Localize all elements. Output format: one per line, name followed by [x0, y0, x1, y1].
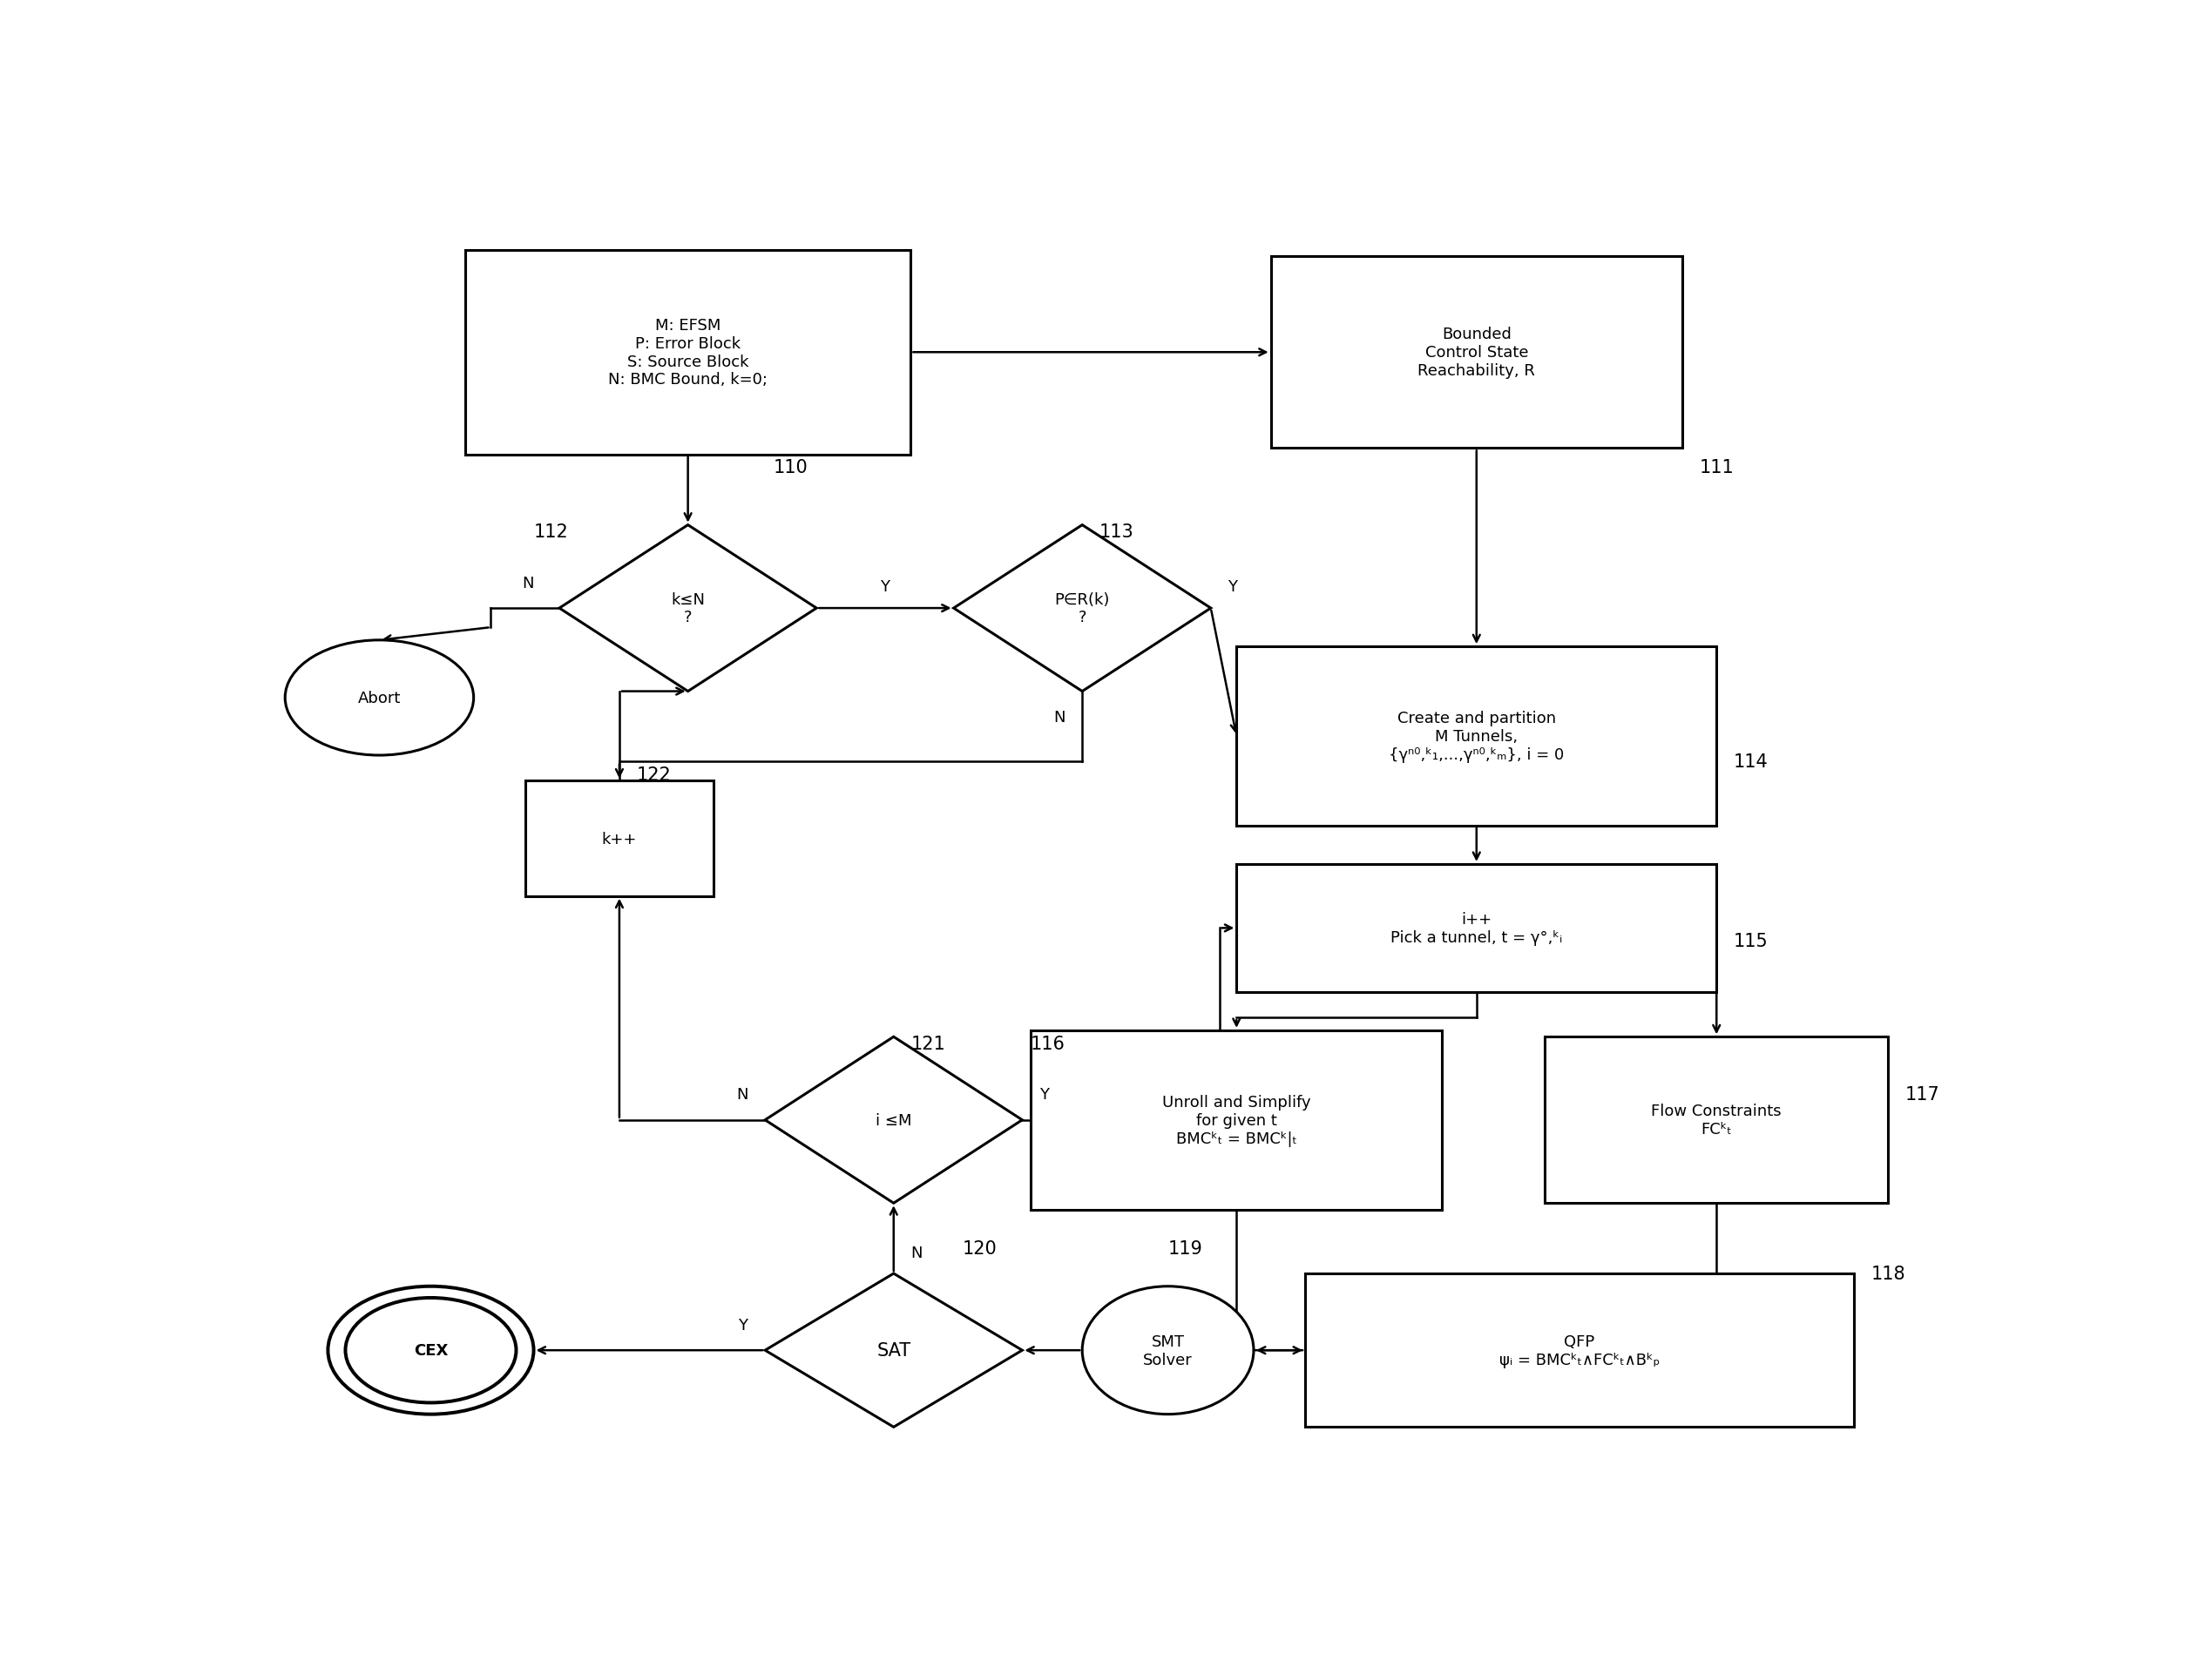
Polygon shape: [560, 525, 816, 691]
Text: Bounded
Control State
Reachability, R: Bounded Control State Reachability, R: [1418, 327, 1535, 379]
Text: CEX: CEX: [414, 1342, 449, 1359]
Text: Y: Y: [1228, 580, 1237, 595]
FancyBboxPatch shape: [1270, 257, 1681, 448]
Ellipse shape: [345, 1297, 515, 1404]
Text: Y: Y: [739, 1317, 748, 1332]
Text: 112: 112: [533, 523, 568, 540]
Text: 115: 115: [1734, 932, 1767, 950]
Text: Unroll and Simplify
for given t
BMCᵏₜ = BMCᵏ|ₜ: Unroll and Simplify for given t BMCᵏₜ = …: [1161, 1095, 1312, 1146]
Ellipse shape: [285, 641, 473, 756]
FancyBboxPatch shape: [1031, 1030, 1442, 1209]
Ellipse shape: [327, 1287, 533, 1415]
Text: i++
Pick a tunnel, t = γ°,ᵏᵢ: i++ Pick a tunnel, t = γ°,ᵏᵢ: [1391, 912, 1562, 945]
Circle shape: [1082, 1287, 1254, 1415]
Text: 111: 111: [1699, 458, 1734, 477]
Text: k≤N
?: k≤N ?: [670, 591, 706, 626]
Text: M: EFSM
P: Error Block
S: Source Block
N: BMC Bound, k=0;: M: EFSM P: Error Block S: Source Block N…: [608, 317, 768, 387]
Text: Y: Y: [880, 580, 889, 595]
FancyBboxPatch shape: [1544, 1036, 1887, 1203]
Text: N: N: [737, 1086, 748, 1103]
Text: Flow Constraints
FCᵏₜ: Flow Constraints FCᵏₜ: [1652, 1103, 1781, 1138]
FancyBboxPatch shape: [1237, 648, 1717, 826]
Text: Create and partition
M Tunnels,
{γⁿ⁰,ᵏ₁,...,γⁿ⁰,ᵏₘ}, i = 0: Create and partition M Tunnels, {γⁿ⁰,ᵏ₁,…: [1389, 711, 1564, 762]
Text: 113: 113: [1099, 523, 1135, 540]
FancyBboxPatch shape: [524, 781, 714, 897]
Text: 118: 118: [1871, 1266, 1905, 1282]
Text: 114: 114: [1734, 754, 1767, 771]
Text: 110: 110: [774, 458, 807, 477]
Polygon shape: [953, 525, 1210, 691]
FancyBboxPatch shape: [1237, 864, 1717, 992]
Text: N: N: [911, 1246, 922, 1261]
Text: 116: 116: [1031, 1035, 1066, 1051]
Text: 117: 117: [1905, 1086, 1940, 1103]
FancyBboxPatch shape: [1305, 1274, 1854, 1427]
Polygon shape: [765, 1274, 1022, 1427]
Text: k++: k++: [602, 830, 637, 847]
Text: 120: 120: [962, 1239, 998, 1257]
Text: SAT: SAT: [876, 1342, 911, 1359]
Text: 119: 119: [1168, 1239, 1203, 1257]
Text: N: N: [522, 575, 533, 591]
Text: Y: Y: [1040, 1086, 1048, 1103]
FancyBboxPatch shape: [465, 251, 911, 455]
Text: N: N: [1053, 709, 1064, 726]
Text: i ≤M: i ≤M: [876, 1113, 911, 1128]
Text: P∈R(k)
?: P∈R(k) ?: [1055, 591, 1110, 626]
Text: SMT
Solver: SMT Solver: [1144, 1334, 1192, 1367]
Text: Abort: Abort: [358, 691, 400, 706]
Text: 121: 121: [911, 1035, 945, 1051]
Polygon shape: [765, 1036, 1022, 1203]
Text: 122: 122: [637, 766, 670, 784]
Text: QFP
ψᵢ = BMCᵏₜ∧FCᵏₜ∧Bᵏₚ: QFP ψᵢ = BMCᵏₜ∧FCᵏₜ∧Bᵏₚ: [1500, 1334, 1659, 1367]
